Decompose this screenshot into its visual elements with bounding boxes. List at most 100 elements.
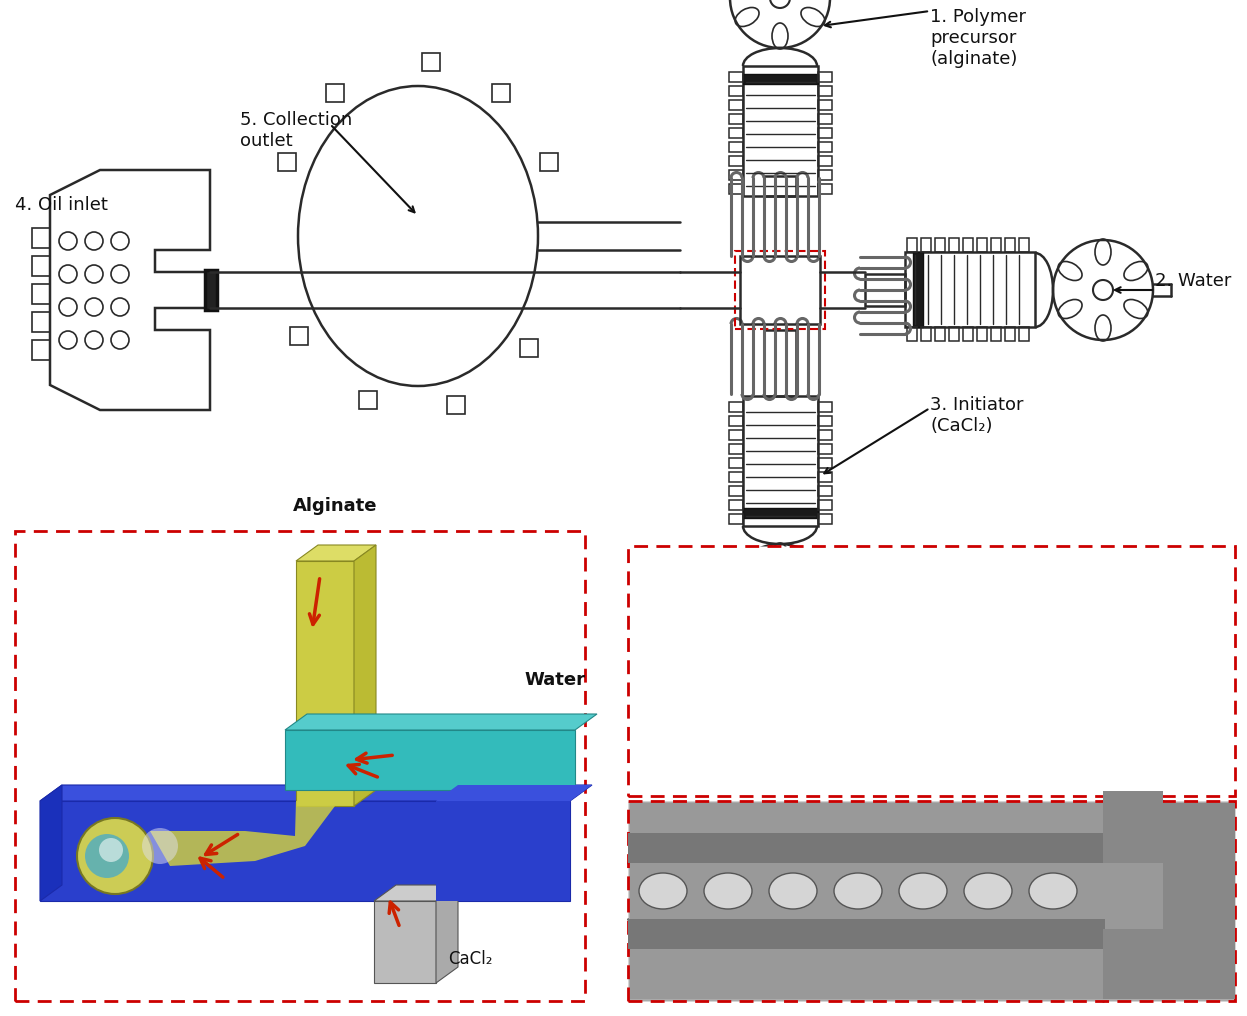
Ellipse shape — [638, 873, 687, 909]
Ellipse shape — [899, 873, 946, 909]
Bar — [865, 274, 905, 306]
Polygon shape — [40, 785, 62, 901]
Text: 3. Initiator
(CaCl₂): 3. Initiator (CaCl₂) — [930, 396, 1024, 435]
Bar — [818, 430, 832, 440]
Bar — [818, 472, 832, 482]
Ellipse shape — [834, 873, 882, 909]
Ellipse shape — [769, 873, 817, 909]
Text: CaCl₂: CaCl₂ — [448, 950, 493, 968]
Bar — [818, 100, 832, 110]
Text: 2. Water: 2. Water — [1155, 272, 1231, 290]
Bar — [734, 251, 826, 329]
Bar — [1104, 929, 1163, 999]
Ellipse shape — [964, 873, 1013, 909]
Polygon shape — [150, 801, 335, 866]
Bar — [729, 100, 743, 110]
Bar — [743, 74, 818, 84]
Bar — [729, 514, 743, 524]
Bar — [922, 327, 932, 341]
Bar — [1005, 327, 1015, 341]
Circle shape — [77, 818, 153, 894]
Bar — [729, 156, 743, 166]
Text: 5. Collection
outlet: 5. Collection outlet — [239, 111, 352, 149]
Bar — [628, 546, 1235, 796]
Bar — [963, 327, 973, 341]
Circle shape — [99, 838, 123, 862]
Bar — [818, 142, 832, 152]
Bar — [1019, 238, 1029, 252]
Ellipse shape — [1029, 873, 1077, 909]
Bar — [729, 402, 743, 412]
Bar — [949, 238, 959, 252]
Bar — [818, 114, 832, 124]
Bar — [729, 472, 743, 482]
Bar — [818, 514, 832, 524]
Polygon shape — [40, 785, 592, 801]
Bar — [818, 86, 832, 96]
Bar — [729, 500, 743, 510]
Bar — [729, 458, 743, 468]
Bar — [205, 270, 217, 310]
Bar — [1163, 803, 1235, 999]
Bar — [976, 238, 986, 252]
Bar — [32, 228, 50, 248]
Bar — [976, 327, 986, 341]
Text: Alginate: Alginate — [293, 497, 378, 515]
Bar — [818, 184, 832, 194]
Bar — [764, 176, 796, 196]
Polygon shape — [296, 545, 377, 561]
Bar — [907, 327, 917, 341]
Bar — [905, 252, 1035, 327]
Text: Oil: Oil — [172, 905, 198, 923]
Bar — [818, 128, 832, 138]
Bar — [628, 801, 1235, 1001]
Bar — [818, 486, 832, 496]
Bar — [743, 508, 818, 518]
Text: 4. Oil inlet: 4. Oil inlet — [15, 196, 108, 214]
Bar — [818, 72, 832, 82]
Bar — [32, 312, 50, 332]
Polygon shape — [374, 901, 436, 983]
Bar — [729, 72, 743, 82]
Bar — [818, 500, 832, 510]
Bar — [818, 444, 832, 454]
Bar — [963, 238, 973, 252]
Bar — [907, 238, 917, 252]
Polygon shape — [436, 885, 458, 983]
Text: Water: Water — [525, 671, 586, 689]
Bar — [729, 128, 743, 138]
Bar — [818, 458, 832, 468]
Text: 1. Polymer
precursor
(alginate): 1. Polymer precursor (alginate) — [930, 8, 1026, 68]
Bar — [628, 833, 1105, 863]
Polygon shape — [354, 545, 377, 806]
Bar — [739, 256, 821, 324]
Bar — [729, 430, 743, 440]
Ellipse shape — [705, 873, 752, 909]
Polygon shape — [286, 714, 597, 731]
Bar — [991, 327, 1001, 341]
Bar — [743, 396, 818, 526]
Bar — [991, 238, 1001, 252]
Bar — [935, 238, 945, 252]
Polygon shape — [436, 785, 592, 801]
Bar — [935, 327, 945, 341]
Bar — [729, 486, 743, 496]
Polygon shape — [40, 801, 570, 901]
Bar — [818, 156, 832, 166]
Polygon shape — [436, 801, 570, 901]
Circle shape — [142, 828, 178, 864]
Bar — [1104, 791, 1163, 863]
Bar — [729, 444, 743, 454]
Bar — [764, 330, 796, 396]
Bar — [729, 416, 743, 426]
Bar — [628, 919, 1105, 949]
Bar — [743, 66, 818, 196]
Bar — [32, 340, 50, 360]
Bar — [1019, 327, 1029, 341]
Text: Oil: Oil — [172, 763, 198, 781]
Bar — [15, 531, 585, 1001]
Bar — [729, 170, 743, 180]
Polygon shape — [296, 561, 354, 806]
Bar — [818, 170, 832, 180]
Bar — [913, 252, 923, 327]
